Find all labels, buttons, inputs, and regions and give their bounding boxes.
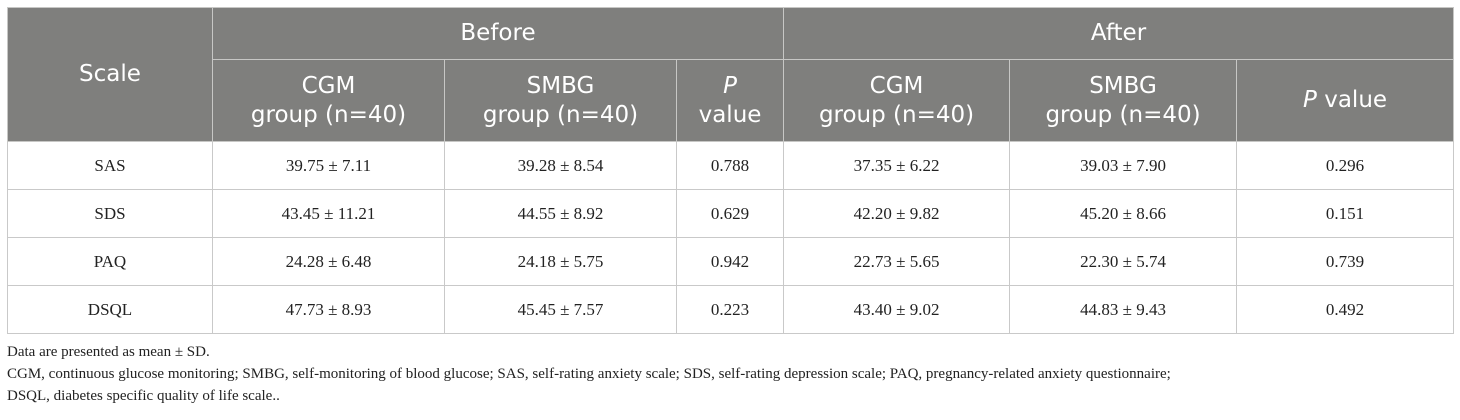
table-cell: 39.75 ± 7.11 xyxy=(212,141,445,190)
table-cell: 39.28 ± 8.54 xyxy=(444,141,677,190)
table-cell: 22.73 ± 5.65 xyxy=(783,237,1011,286)
header-row-groups: Scale Before After xyxy=(7,7,1455,142)
table-cell: 24.28 ± 6.48 xyxy=(212,237,445,286)
col-header-smbg-after: SMBG group (n=40) xyxy=(1009,59,1238,142)
col-header-cgm-after: CGM group (n=40) xyxy=(783,59,1011,142)
table-cell: 37.35 ± 6.22 xyxy=(783,141,1011,190)
col-header-line: group (n=40) xyxy=(482,101,639,128)
table-cell: 22.30 ± 5.74 xyxy=(1009,237,1238,286)
table-cell: 0.739 xyxy=(1236,237,1455,286)
group-header-after: After xyxy=(783,7,1455,60)
col-header-cgm-before: CGM group (n=40) xyxy=(212,59,445,142)
table-cell: 24.18 ± 5.75 xyxy=(444,237,677,286)
row-label: PAQ xyxy=(7,237,213,286)
table-cell: 39.03 ± 7.90 xyxy=(1009,141,1238,190)
table-cell: 47.73 ± 8.93 xyxy=(212,285,445,334)
row-label: SAS xyxy=(7,141,213,190)
col-header-line: group (n=40) xyxy=(250,101,407,128)
group-header-before: Before xyxy=(211,7,785,60)
results-table: Scale Before After CGM group (n=40) SMBG… xyxy=(7,7,1455,334)
row-label: DSQL xyxy=(7,285,213,334)
table-cell: 43.40 ± 9.02 xyxy=(783,285,1011,334)
col-header-line: CGM xyxy=(301,72,356,99)
p-italic: P xyxy=(1303,87,1317,113)
table-cell: 0.942 xyxy=(675,237,785,286)
table-cell: 45.20 ± 8.66 xyxy=(1009,189,1238,238)
table-cell: 45.45 ± 7.57 xyxy=(444,285,677,334)
col-header-line: SMBG xyxy=(526,72,595,99)
table-cell: 0.223 xyxy=(675,285,785,334)
footnote-line: DSQL, diabetes specific quality of life … xyxy=(7,388,280,404)
table-row: DSQL 47.73 ± 8.93 45.45 ± 7.57 0.223 43.… xyxy=(7,285,1455,334)
table-container: Scale Before After CGM group (n=40) SMBG… xyxy=(7,7,1455,334)
table-row: PAQ 24.28 ± 6.48 24.18 ± 5.75 0.942 22.7… xyxy=(7,237,1455,286)
table-footnotes: Data are presented as mean ± SD. CGM, co… xyxy=(7,341,1453,407)
table-cell: 0.296 xyxy=(1236,141,1455,190)
p-italic: P xyxy=(723,72,737,99)
p-rest: value xyxy=(698,101,762,128)
p-rest: value xyxy=(1316,87,1388,113)
col-header-scale: Scale xyxy=(7,7,213,142)
table-row: SDS 43.45 ± 11.21 44.55 ± 8.92 0.629 42.… xyxy=(7,189,1455,238)
col-header-smbg-before: SMBG group (n=40) xyxy=(444,59,677,142)
table-cell: 44.83 ± 9.43 xyxy=(1009,285,1238,334)
table-cell: 44.55 ± 8.92 xyxy=(444,189,677,238)
table-cell: 43.45 ± 11.21 xyxy=(212,189,445,238)
footnote-line: Data are presented as mean ± SD. xyxy=(7,344,210,360)
table-cell: 0.629 xyxy=(675,189,785,238)
col-header-p-after: P value xyxy=(1236,59,1455,142)
col-header-line: CGM xyxy=(869,72,924,99)
col-header-line: SMBG xyxy=(1089,72,1157,99)
table-cell: 0.492 xyxy=(1236,285,1455,334)
table-cell: 42.20 ± 9.82 xyxy=(783,189,1011,238)
table-cell: 0.151 xyxy=(1236,189,1455,238)
table-cell: 0.788 xyxy=(675,141,785,190)
col-header-line: group (n=40) xyxy=(818,101,975,128)
row-label: SDS xyxy=(7,189,213,238)
header-row-columns: CGM group (n=40) SMBG group (n=40) P val… xyxy=(8,59,1455,142)
col-header-p-before: P value xyxy=(675,59,785,142)
footnote-line: CGM, continuous glucose monitoring; SMBG… xyxy=(7,366,1171,382)
table-row: SAS 39.75 ± 7.11 39.28 ± 8.54 0.788 37.3… xyxy=(7,141,1455,190)
col-header-line: group (n=40) xyxy=(1045,101,1201,128)
